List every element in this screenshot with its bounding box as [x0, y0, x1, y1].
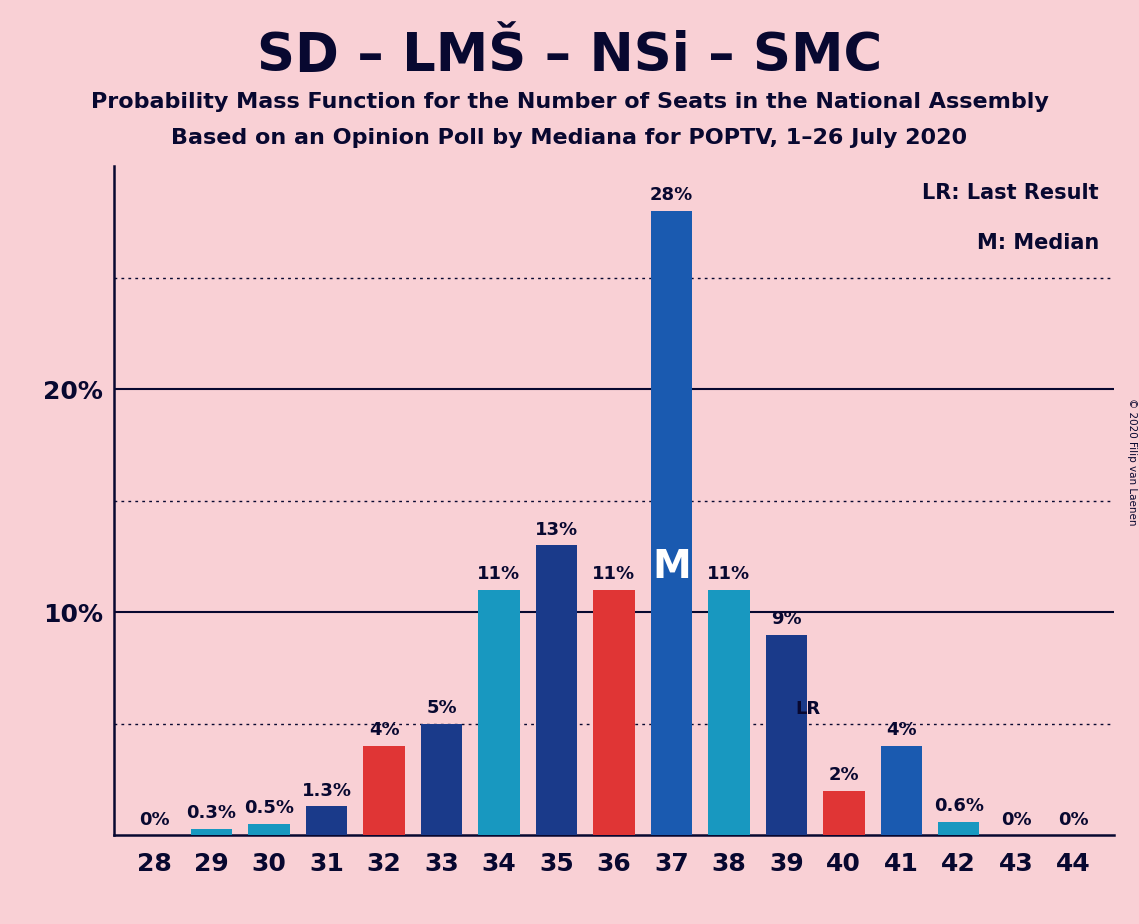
Text: 9%: 9% — [771, 610, 802, 628]
Bar — [363, 746, 404, 835]
Text: LR: LR — [796, 700, 821, 718]
Text: M: Median: M: Median — [976, 233, 1099, 253]
Bar — [306, 807, 347, 835]
Text: 2%: 2% — [828, 766, 859, 784]
Text: 1.3%: 1.3% — [302, 782, 352, 799]
Text: 11%: 11% — [477, 565, 521, 583]
Text: LR: Last Result: LR: Last Result — [923, 183, 1099, 203]
Bar — [593, 590, 634, 835]
Text: 4%: 4% — [886, 722, 917, 739]
Text: 0.5%: 0.5% — [244, 799, 294, 818]
Text: 5%: 5% — [426, 699, 457, 717]
Bar — [420, 723, 462, 835]
Bar — [880, 746, 921, 835]
Text: 28%: 28% — [649, 187, 693, 204]
Bar — [765, 635, 808, 835]
Bar — [939, 822, 980, 835]
Text: 0.6%: 0.6% — [934, 797, 984, 815]
Text: 11%: 11% — [592, 565, 636, 583]
Bar — [708, 590, 749, 835]
Text: M: M — [652, 548, 690, 586]
Bar — [535, 545, 577, 835]
Text: 4%: 4% — [369, 722, 400, 739]
Text: 0%: 0% — [139, 810, 170, 829]
Bar — [823, 791, 865, 835]
Bar — [650, 211, 693, 835]
Text: Based on an Opinion Poll by Mediana for POPTV, 1–26 July 2020: Based on an Opinion Poll by Mediana for … — [172, 128, 967, 148]
Text: Probability Mass Function for the Number of Seats in the National Assembly: Probability Mass Function for the Number… — [91, 92, 1048, 113]
Text: 11%: 11% — [707, 565, 751, 583]
Text: 0%: 0% — [1001, 810, 1032, 829]
Bar — [478, 590, 519, 835]
Text: SD – LMŠ – NSi – SMC: SD – LMŠ – NSi – SMC — [257, 30, 882, 81]
Text: 13%: 13% — [535, 521, 577, 539]
Bar — [191, 829, 232, 835]
Text: © 2020 Filip van Laenen: © 2020 Filip van Laenen — [1126, 398, 1137, 526]
Text: 0%: 0% — [1058, 810, 1089, 829]
Bar — [248, 824, 289, 835]
Text: 0.3%: 0.3% — [187, 804, 237, 822]
